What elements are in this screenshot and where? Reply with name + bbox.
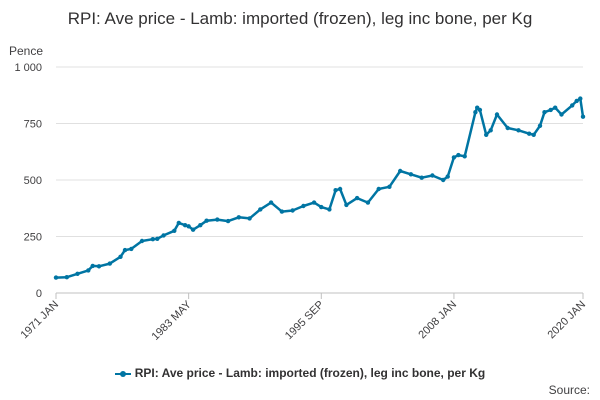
data-point[interactable]	[176, 220, 181, 226]
data-point[interactable]	[301, 203, 306, 209]
data-point[interactable]	[527, 131, 532, 136]
gridlines	[56, 66, 583, 294]
y-tick-label: 0	[36, 288, 42, 300]
data-point[interactable]	[107, 261, 113, 266]
data-point[interactable]	[75, 271, 80, 276]
data-point[interactable]	[537, 123, 543, 128]
data-point[interactable]	[86, 268, 91, 273]
data-point[interactable]	[53, 275, 59, 280]
y-tick-label: 1 000	[14, 62, 42, 74]
data-point[interactable]	[484, 132, 489, 137]
x-tick-label: 2008 JAN	[416, 299, 459, 342]
data-point[interactable]	[215, 217, 220, 222]
data-point[interactable]	[516, 128, 521, 133]
series-line	[54, 97, 585, 279]
data-point[interactable]	[494, 112, 500, 117]
data-point[interactable]	[118, 254, 123, 259]
data-point[interactable]	[90, 263, 95, 269]
data-point[interactable]	[462, 154, 467, 159]
data-point[interactable]	[548, 107, 553, 113]
data-point[interactable]	[430, 173, 435, 178]
x-axis: 1971 JAN 1983 MAY 1995 SEP 2008 JAN 2020 JAN	[18, 293, 588, 343]
data-point[interactable]	[578, 96, 583, 101]
data-point[interactable]	[198, 223, 203, 228]
data-point[interactable]	[139, 238, 145, 244]
data-point[interactable]	[473, 110, 478, 115]
legend-label: RPI: Ave price - Lamb: imported (frozen)…	[134, 366, 486, 380]
data-point[interactable]	[337, 186, 343, 192]
legend-swatch-icon	[114, 370, 131, 377]
data-point[interactable]	[268, 200, 274, 205]
data-point[interactable]	[387, 184, 392, 189]
data-point[interactable]	[96, 264, 102, 269]
x-tick-label: 1971 JAN	[18, 299, 61, 342]
data-point[interactable]	[398, 168, 403, 174]
data-point[interactable]	[488, 128, 493, 133]
data-point[interactable]	[344, 202, 349, 208]
data-point[interactable]	[225, 218, 231, 224]
data-point[interactable]	[477, 107, 483, 113]
data-point[interactable]	[247, 216, 252, 221]
source-link[interactable]: Source:	[548, 383, 590, 397]
legend[interactable]: RPI: Ave price - Lamb: imported (frozen)…	[0, 366, 600, 380]
data-point[interactable]	[559, 112, 564, 117]
data-point[interactable]	[553, 105, 558, 110]
data-point[interactable]	[451, 155, 457, 160]
data-point[interactable]	[505, 125, 510, 131]
data-point[interactable]	[456, 152, 461, 158]
data-point[interactable]	[574, 98, 579, 104]
x-tick-label: 1983 MAY	[150, 298, 195, 343]
data-point[interactable]	[419, 175, 424, 180]
data-point[interactable]	[333, 188, 338, 193]
data-point[interactable]	[279, 209, 285, 214]
data-point[interactable]	[542, 110, 547, 115]
chart-title: RPI: Ave price - Lamb: imported (frozen)…	[67, 9, 533, 28]
y-tick-label: 500	[24, 175, 42, 187]
data-point[interactable]	[408, 172, 414, 177]
data-point[interactable]	[365, 200, 371, 205]
data-point[interactable]	[155, 236, 160, 241]
data-point[interactable]	[161, 233, 166, 238]
data-point[interactable]	[445, 174, 450, 179]
y-axis-label: Pence	[9, 44, 44, 58]
data-point[interactable]	[354, 195, 360, 201]
y-tick-label: 750	[24, 119, 42, 131]
data-point[interactable]	[172, 228, 177, 233]
data-point[interactable]	[186, 224, 191, 229]
data-point[interactable]	[182, 223, 188, 228]
data-point[interactable]	[122, 247, 128, 253]
data-point[interactable]	[236, 215, 241, 220]
x-tick-label: 1995 SEP	[283, 299, 327, 343]
data-point[interactable]	[580, 114, 586, 119]
series-layer	[53, 96, 586, 280]
data-point[interactable]	[64, 275, 70, 280]
data-point[interactable]	[311, 200, 317, 205]
data-point[interactable]	[319, 204, 324, 210]
data-point[interactable]	[570, 103, 575, 108]
data-point[interactable]	[258, 207, 263, 212]
data-point[interactable]	[531, 132, 536, 137]
y-tick-label: 250	[24, 232, 42, 244]
data-point[interactable]	[204, 218, 209, 223]
data-point[interactable]	[150, 237, 155, 242]
data-point[interactable]	[327, 207, 332, 212]
data-point[interactable]	[441, 177, 446, 183]
y-axis-ticks: 0 250 500 750 1 000	[14, 62, 42, 300]
data-point[interactable]	[290, 208, 295, 213]
data-point[interactable]	[129, 246, 134, 252]
data-point[interactable]	[190, 227, 196, 232]
x-tick-label: 2020 JAN	[545, 299, 588, 342]
data-point[interactable]	[376, 186, 381, 192]
